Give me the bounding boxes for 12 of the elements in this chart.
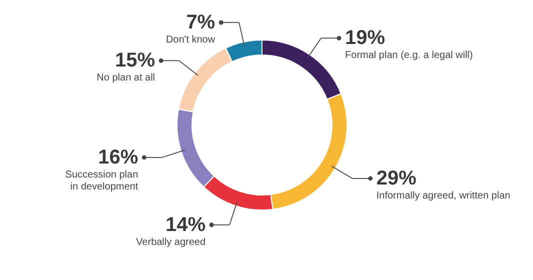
data-label: 14%	[166, 214, 206, 236]
data-label: 19%	[345, 27, 386, 50]
slice-label: No plan at all	[96, 72, 156, 84]
slice-label: Succession plan in development	[65, 169, 138, 192]
slice-label: Don't know	[166, 34, 216, 46]
data-label: 16%	[98, 146, 138, 168]
data-label: 29%	[376, 167, 417, 190]
slice-label: Formal plan (e.g. a legal will)	[345, 50, 473, 62]
data-label: 7%	[186, 12, 216, 34]
data-label: 15%	[115, 50, 156, 72]
slice-label: Informally agreed, written plan	[376, 190, 510, 202]
slice-label: Verbally agreed	[136, 236, 206, 248]
